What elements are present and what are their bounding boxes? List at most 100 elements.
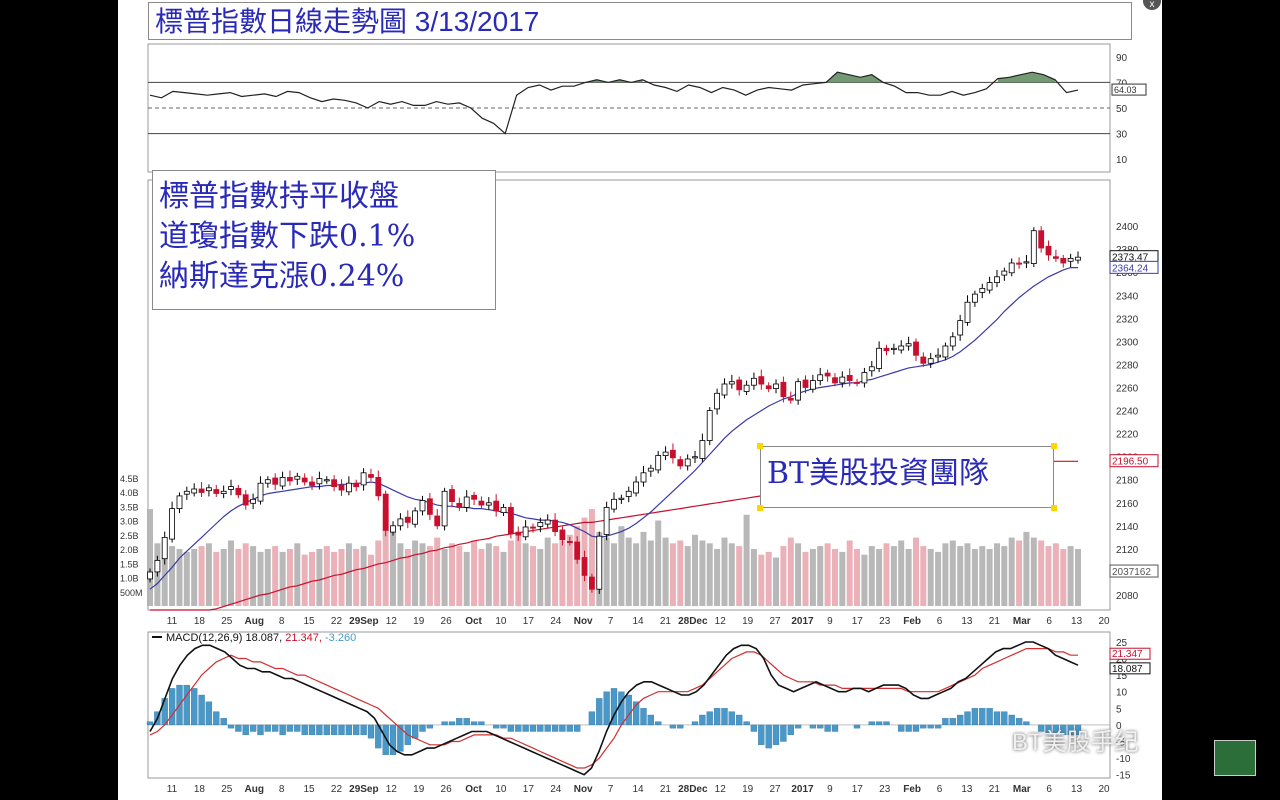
- price-x-tick-label: 12: [386, 616, 398, 627]
- macd-histogram-bar: [971, 708, 979, 726]
- macd-histogram-bar: [470, 721, 478, 726]
- team-label-box: BT美股投資團隊: [760, 446, 1054, 508]
- volume-bar: [404, 549, 411, 606]
- macd-histogram-bar: [345, 724, 353, 736]
- macd-x-tick-label: Aug: [245, 784, 264, 795]
- close-button[interactable]: x: [1143, 0, 1161, 10]
- resize-handle-tr[interactable]: [1051, 443, 1057, 449]
- volume-bar: [316, 549, 323, 606]
- macd-histogram-bar: [456, 718, 463, 726]
- volume-bar: [971, 549, 978, 606]
- macd-x-tick-label: 6: [1046, 784, 1052, 795]
- price-x-tick-label: 22: [331, 616, 343, 627]
- candle-body: [1001, 270, 1008, 276]
- macd-histogram-bar: [868, 721, 875, 726]
- last-close-label: 2373.47: [1112, 253, 1149, 264]
- volume-bar: [338, 549, 345, 606]
- candle-body: [147, 571, 153, 580]
- macd-histogram-bar: [522, 724, 529, 732]
- candle-body: [264, 479, 271, 484]
- macd-histogram-bar: [853, 724, 861, 729]
- volume-bar: [1067, 546, 1074, 606]
- macd-histogram-bar: [411, 724, 419, 739]
- resize-handle-br[interactable]: [1051, 505, 1057, 511]
- macd-value-label: 18.087: [1112, 664, 1143, 675]
- price-x-tick-label: Aug: [245, 616, 264, 627]
- candle-body: [434, 515, 441, 527]
- volume-bar: [809, 549, 816, 606]
- price-tick-label: 2180: [1116, 476, 1139, 487]
- macd-histogram-bar: [1045, 724, 1052, 736]
- macd-histogram-bar: [448, 721, 456, 726]
- volume-bar: [345, 543, 352, 606]
- candle-body: [279, 476, 286, 487]
- volume-bar: [1016, 540, 1023, 606]
- macd-histogram-bar: [500, 724, 507, 729]
- candle-body: [699, 440, 706, 459]
- price-x-tick-label: 21: [989, 616, 1001, 627]
- macd-tick-label: 25: [1116, 638, 1128, 649]
- price-x-tick-label: Feb: [903, 616, 921, 627]
- price-x-tick-label: 7: [608, 616, 614, 627]
- macd-histogram-bar: [728, 711, 735, 726]
- candle-body: [515, 531, 522, 536]
- candle-body: [581, 557, 588, 576]
- summary-box: 標普指數持平收盤 道瓊指數下跌0.1% 納斯達克漲0.24%: [152, 170, 496, 310]
- macd-tick-label: -15: [1116, 771, 1131, 782]
- volume-bar: [913, 537, 919, 606]
- price-x-tick-label: 27: [769, 616, 781, 627]
- candle-body: [1016, 262, 1022, 265]
- channel-logo: [1214, 740, 1256, 776]
- price-x-tick-label: 14: [632, 616, 644, 627]
- volume-bar: [176, 549, 183, 606]
- volume-bar: [147, 509, 153, 606]
- volume-bar: [1038, 540, 1045, 606]
- price-x-tick-label: Mar: [1013, 616, 1031, 627]
- macd-x-tick-label: 28Dec: [678, 784, 708, 795]
- volume-bar: [728, 543, 735, 606]
- candle-body: [1045, 245, 1052, 256]
- rsi-value-box: [1111, 83, 1147, 96]
- macd-histogram-bar: [1060, 724, 1067, 736]
- sma-long-value-label: 2196.50: [1112, 457, 1149, 468]
- volume-bar: [530, 546, 536, 606]
- macd-histogram-bar: [912, 724, 920, 732]
- volume-bar: [368, 554, 374, 606]
- macd-histogram-bar: [898, 724, 905, 732]
- volume-bar: [331, 551, 338, 606]
- volume-bar: [522, 543, 529, 606]
- macd-histogram-bar: [713, 708, 721, 726]
- candle-body: [257, 482, 264, 502]
- candle-body: [228, 486, 234, 490]
- candle-body: [419, 500, 426, 512]
- volume-bar: [559, 540, 566, 606]
- volume-bar: [868, 546, 875, 606]
- volume-bar: [854, 549, 860, 606]
- volume-bar: [434, 537, 441, 606]
- macd-histogram-bar: [957, 714, 964, 726]
- volume-bar: [456, 546, 463, 606]
- candle-body: [485, 502, 492, 506]
- resize-handle-tl[interactable]: [757, 443, 763, 449]
- macd-tick-label: 20: [1116, 655, 1128, 666]
- macd-histogram-bar: [1038, 724, 1045, 732]
- macd-histogram-bar: [235, 724, 242, 732]
- candle-body: [1053, 256, 1059, 259]
- candle-body: [603, 506, 610, 535]
- volume-bar: [780, 546, 787, 606]
- candle-body: [338, 484, 345, 491]
- resize-handle-bl[interactable]: [757, 505, 763, 511]
- macd-histogram-bar: [286, 724, 294, 732]
- candle-body: [294, 475, 301, 480]
- macd-value-box: [1109, 662, 1151, 675]
- volume-bar: [861, 554, 868, 606]
- volume-bar: [920, 546, 927, 606]
- candle-body: [728, 381, 735, 385]
- candle-body: [876, 347, 882, 369]
- price-x-tick-label: 19: [413, 616, 425, 627]
- price-x-tick-label: 2017: [791, 616, 814, 627]
- volume-bar: [898, 540, 905, 606]
- macd-x-tick-label: 20: [1098, 784, 1110, 795]
- volume-bar: [301, 554, 308, 606]
- price-x-tick-label: 21: [660, 616, 672, 627]
